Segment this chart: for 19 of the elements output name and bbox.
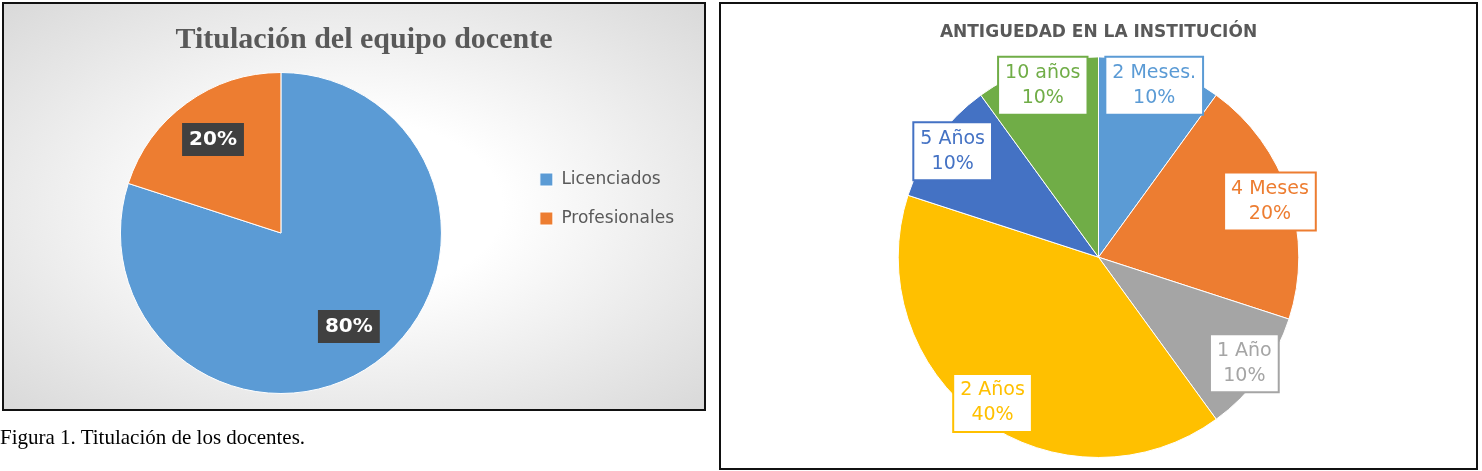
legend-label: Profesionales xyxy=(561,206,675,227)
slice-label: 2 Meses. xyxy=(1112,60,1197,83)
text: Figura 1. Titulación de los docentes. xyxy=(0,425,306,450)
slice-label: 4 Meses xyxy=(1231,175,1309,198)
chart-title: ANTIGUEDAD EN LA INSTITUCIÓN xyxy=(939,19,1258,41)
data-label: 10% xyxy=(1021,85,1064,108)
data-label: 80% xyxy=(324,312,373,337)
data-label: 20% xyxy=(189,125,237,150)
data-label: 10% xyxy=(931,150,974,173)
chart-title: Titulación del equipo docente xyxy=(175,20,553,54)
slice-label: 2 Años xyxy=(960,377,1025,400)
data-label: 20% xyxy=(1248,200,1292,223)
slice-label: 5 Años xyxy=(920,125,986,148)
legend-label: Licenciados xyxy=(561,167,661,188)
data-label: 40% xyxy=(971,402,1014,425)
data-label: 10% xyxy=(1223,362,1266,385)
slice-label: 10 años xyxy=(1005,60,1081,83)
data-label: 10% xyxy=(1133,85,1176,108)
slice-label: 1 Año xyxy=(1216,337,1272,360)
